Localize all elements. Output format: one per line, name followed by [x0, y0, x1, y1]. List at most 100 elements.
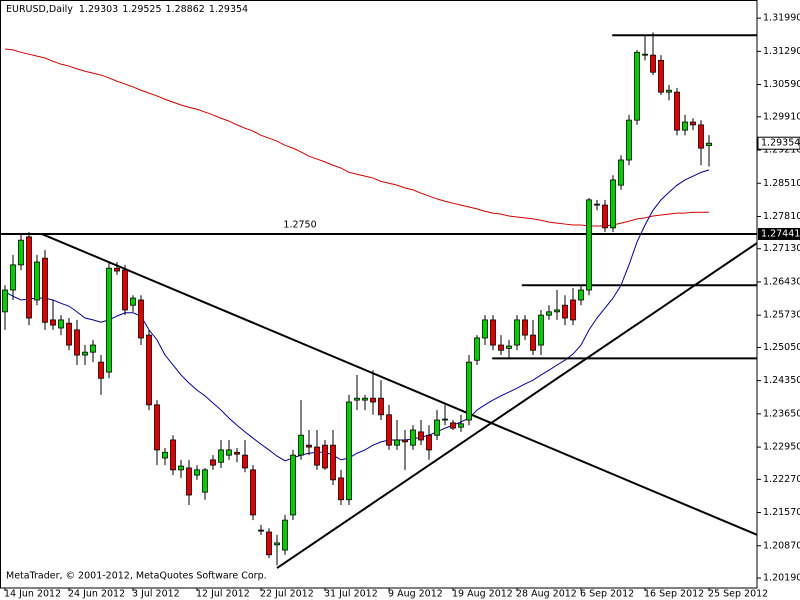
candle-body [514, 319, 520, 346]
candle-body [58, 319, 64, 329]
candle-body [634, 51, 640, 121]
candle-body [66, 322, 72, 346]
candle-body [506, 345, 512, 349]
candle-body [146, 334, 152, 406]
candle-body [178, 465, 184, 471]
x-tick-label: 31 Jul 2012 [324, 589, 378, 600]
candle-body [330, 444, 336, 481]
candle-body [10, 264, 16, 291]
plot-area [0, 32, 758, 569]
trendline [41, 233, 758, 536]
candle-body [130, 297, 136, 306]
x-tick-label: 12 Jul 2012 [196, 589, 250, 600]
candle-body [162, 451, 168, 459]
candle-body [698, 124, 704, 149]
candle-body [34, 261, 40, 301]
candle-body [306, 444, 312, 448]
candle-body [362, 397, 368, 401]
y-tick-label: 1.25050 [763, 342, 800, 353]
x-tick-label: 6 Sep 2012 [580, 589, 634, 600]
candle-body [338, 477, 344, 501]
y-tick-label: 1.29210 [763, 145, 800, 156]
current-price-box [757, 136, 800, 150]
level-price-box [758, 227, 800, 240]
x-tick-label: 19 Aug 2012 [452, 589, 513, 600]
y-tick-label: 1.26430 [763, 276, 800, 287]
y-tick-label: 1.27810 [763, 211, 800, 222]
x-tick-label: 25 Sep 2012 [708, 589, 768, 600]
candle-body [194, 469, 200, 476]
candle-body [122, 269, 128, 311]
candle-body [650, 54, 656, 73]
x-tick-label: 3 Jul 2012 [132, 589, 180, 600]
candle-body [26, 236, 32, 319]
candle-body [490, 319, 496, 346]
header-high: 1.29525 [122, 4, 161, 15]
candle-body [274, 542, 280, 546]
candle-body [2, 289, 8, 313]
trendline [276, 242, 758, 569]
candle-body [218, 449, 224, 463]
footer: MetaTrader, © 2001-2012, MetaQuotes Soft… [6, 571, 267, 582]
candle-body [82, 351, 88, 356]
candle-body [90, 344, 96, 353]
candle-body [242, 454, 248, 469]
y-tick-label: 1.20870 [763, 540, 800, 551]
candle-body [290, 454, 296, 516]
candle-body [434, 419, 440, 436]
y-tick-label: 1.22270 [763, 474, 800, 485]
y-tick-label: 1.25730 [763, 310, 800, 321]
candle-body [450, 422, 456, 429]
header-close: 1.29354 [209, 4, 248, 15]
candle-body [50, 319, 56, 326]
y-tick-label: 1.22950 [763, 442, 800, 453]
candle-body [250, 469, 256, 516]
level-label: 1.2750 [283, 219, 316, 230]
x-tick-label: 22 Jul 2012 [260, 589, 314, 600]
candle-body [210, 459, 216, 466]
candle-body [578, 289, 584, 301]
candle-body [114, 267, 120, 272]
x-tick-label: 9 Aug 2012 [388, 589, 443, 600]
candle-body [106, 267, 112, 373]
candle-body [546, 311, 552, 316]
candle-body [538, 314, 544, 346]
candle-body [370, 397, 376, 403]
y-tick-label: 1.24350 [763, 375, 800, 386]
candle-body [314, 446, 320, 466]
candle-body [610, 179, 616, 229]
candle-body [322, 444, 328, 469]
candle-body [42, 257, 48, 323]
level-price-label: 1.27441 [761, 228, 800, 239]
candle-body [74, 329, 80, 356]
candle-body [386, 414, 392, 446]
chart-header: EURUSD,Daily 1.29303 1.29525 1.28862 1.29354 [6, 4, 248, 15]
x-tick-label: 24 Jun 2012 [68, 589, 125, 600]
candle-body [18, 239, 24, 266]
candle-body [594, 203, 600, 206]
y-tick-label: 1.20190 [763, 573, 800, 584]
candle-body [394, 439, 400, 446]
candle-body [418, 431, 424, 441]
candle-body [170, 439, 176, 471]
candle-body [554, 309, 560, 313]
candle-body [298, 434, 304, 456]
y-tick-label: 1.29910 [763, 111, 800, 122]
candle-body [266, 531, 272, 556]
candle-body [98, 361, 104, 379]
x-tick-label: 16 Sep 2012 [644, 589, 704, 600]
candle-body [346, 401, 352, 501]
candle-body [402, 439, 408, 443]
x-tick-label: 28 Aug 2012 [516, 589, 577, 600]
candle-body [690, 121, 696, 126]
y-tick-label: 1.23650 [763, 408, 800, 419]
moving-average-line [4, 169, 710, 462]
y-tick-label: 1.21570 [763, 507, 800, 518]
candle-body [202, 469, 208, 493]
candle-body [466, 361, 472, 421]
candle-body [522, 319, 528, 336]
candle-body [426, 434, 432, 451]
